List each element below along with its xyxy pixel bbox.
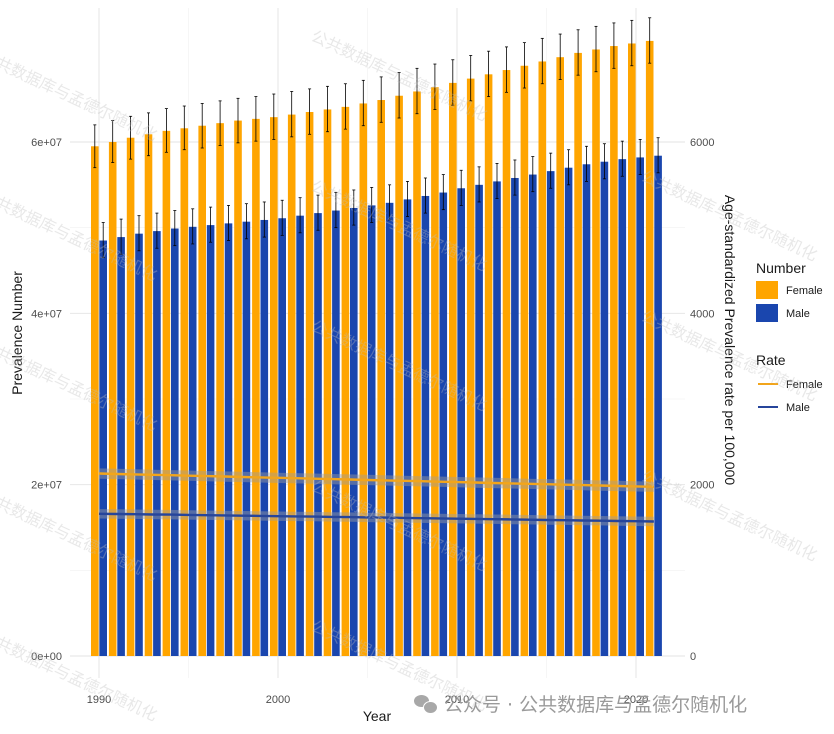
bar-male-2003 xyxy=(332,210,340,657)
y-left-tick-3: 6e+07 xyxy=(31,137,62,149)
legend-title-number: Number xyxy=(756,260,806,276)
legend-label-number-male: Male xyxy=(786,308,810,320)
x-axis-title: Year xyxy=(363,708,392,724)
y-right-tick-0: 0 xyxy=(690,651,696,663)
bar-female-2019 xyxy=(610,46,618,656)
y-right-tick-1: 2000 xyxy=(690,480,714,492)
y-left-tick-2: 4e+07 xyxy=(31,308,62,320)
rate-line-female xyxy=(98,472,654,488)
y-right-axis-title: Age-standardized Prevalence rate per 100… xyxy=(722,195,738,486)
bar-female-2001 xyxy=(287,114,296,656)
legend-title-rate: Rate xyxy=(756,352,786,368)
bar-male-2017 xyxy=(582,164,591,657)
bar-female-1995 xyxy=(180,128,189,656)
bar-female-1996 xyxy=(198,125,206,657)
legend-label-number-female: Female xyxy=(786,285,823,297)
bar-female-2017 xyxy=(574,52,582,656)
bar-female-2006 xyxy=(377,100,385,657)
bar-male-2008 xyxy=(421,195,430,656)
bar-male-2013 xyxy=(511,177,519,657)
bar-male-1997 xyxy=(224,223,233,656)
bar-male-2010 xyxy=(457,188,465,656)
bar-female-2000 xyxy=(270,117,278,656)
legend-label-rate-male: Male xyxy=(786,402,810,414)
legend-key-number-male xyxy=(756,304,778,322)
bar-female-2008 xyxy=(413,91,421,656)
rate-lines xyxy=(98,468,654,527)
bar-male-1995 xyxy=(188,226,197,656)
bar-male-2020 xyxy=(636,157,644,657)
bar-female-2003 xyxy=(323,109,332,657)
watermark-0: 公共数据库与孟德尔随机化 xyxy=(0,47,160,144)
rate-line-male xyxy=(98,512,654,523)
bar-male-2000 xyxy=(278,218,286,656)
bar-male-2004 xyxy=(350,207,358,657)
bar-female-2015 xyxy=(538,61,547,657)
x-tick-2020: 2020 xyxy=(624,694,648,706)
bar-male-2021 xyxy=(654,155,662,656)
y-left-tick-0: 0e+00 xyxy=(31,651,62,663)
bar-female-2002 xyxy=(305,112,314,657)
bar-male-1991 xyxy=(117,237,125,656)
bar-male-2019 xyxy=(618,159,627,656)
legend-label-rate-female: Female xyxy=(786,379,823,391)
bar-male-2001 xyxy=(296,215,304,656)
bar-male-2005 xyxy=(367,205,376,657)
x-tick-1990: 1990 xyxy=(87,694,111,706)
bar-male-2015 xyxy=(546,171,555,657)
bar-male-2007 xyxy=(403,199,412,656)
bar-male-1994 xyxy=(171,228,179,657)
bar-female-1991 xyxy=(108,142,117,656)
bar-male-2006 xyxy=(385,202,394,656)
bar-male-1990 xyxy=(99,240,107,656)
bar-male-2012 xyxy=(493,181,501,656)
bar-female-2021 xyxy=(645,40,654,657)
bars xyxy=(91,40,662,657)
bar-female-2007 xyxy=(395,95,403,657)
bar-male-1996 xyxy=(206,225,215,656)
bar-male-2009 xyxy=(439,192,448,656)
bar-female-2010 xyxy=(449,82,457,656)
bar-female-2005 xyxy=(359,103,368,656)
bar-male-2011 xyxy=(475,184,483,657)
bar-female-1999 xyxy=(252,118,260,657)
bar-male-1993 xyxy=(153,231,161,657)
bar-female-2014 xyxy=(520,65,529,657)
bar-female-1993 xyxy=(144,134,153,657)
wechat-icon xyxy=(414,694,438,714)
legend-key-number-female xyxy=(756,281,778,299)
bar-female-1990 xyxy=(91,146,99,657)
bar-male-1998 xyxy=(242,221,251,657)
y-left-tick-1: 2e+07 xyxy=(31,480,62,492)
bar-female-2009 xyxy=(431,87,439,656)
bar-female-2020 xyxy=(628,43,636,656)
bar-male-1999 xyxy=(260,219,269,656)
bar-female-2011 xyxy=(466,78,475,656)
y-right-tick-3: 6000 xyxy=(690,137,714,149)
bar-female-1994 xyxy=(162,130,171,656)
bar-female-2016 xyxy=(556,57,564,656)
x-tick-2010: 2010 xyxy=(445,694,469,706)
y-right-tick-2: 4000 xyxy=(690,308,714,320)
bar-female-1992 xyxy=(126,137,135,656)
credit-text: 公众号 · 公共数据库与孟德尔随机化 xyxy=(444,694,748,716)
wechat-credit: 公众号 · 公共数据库与孟德尔随机化 xyxy=(414,690,747,717)
bar-female-1997 xyxy=(216,123,224,657)
bar-female-1998 xyxy=(234,120,242,657)
bar-female-2018 xyxy=(592,49,600,657)
bar-female-2013 xyxy=(502,70,511,657)
bar-male-2018 xyxy=(600,161,609,656)
bar-male-1992 xyxy=(135,233,143,656)
y-left-axis-title: Prevalence Number xyxy=(9,271,25,395)
bar-male-2002 xyxy=(314,213,322,656)
bar-female-2004 xyxy=(341,106,350,657)
bar-male-2014 xyxy=(529,174,537,656)
bar-female-2012 xyxy=(484,74,493,656)
axes: 0e+00 2e+07 4e+07 6e+07 0 2000 4000 6000 1990 200… xyxy=(9,137,738,724)
error-bars xyxy=(93,17,660,259)
x-tick-2000: 2000 xyxy=(266,694,290,706)
bar-male-2016 xyxy=(564,167,573,656)
